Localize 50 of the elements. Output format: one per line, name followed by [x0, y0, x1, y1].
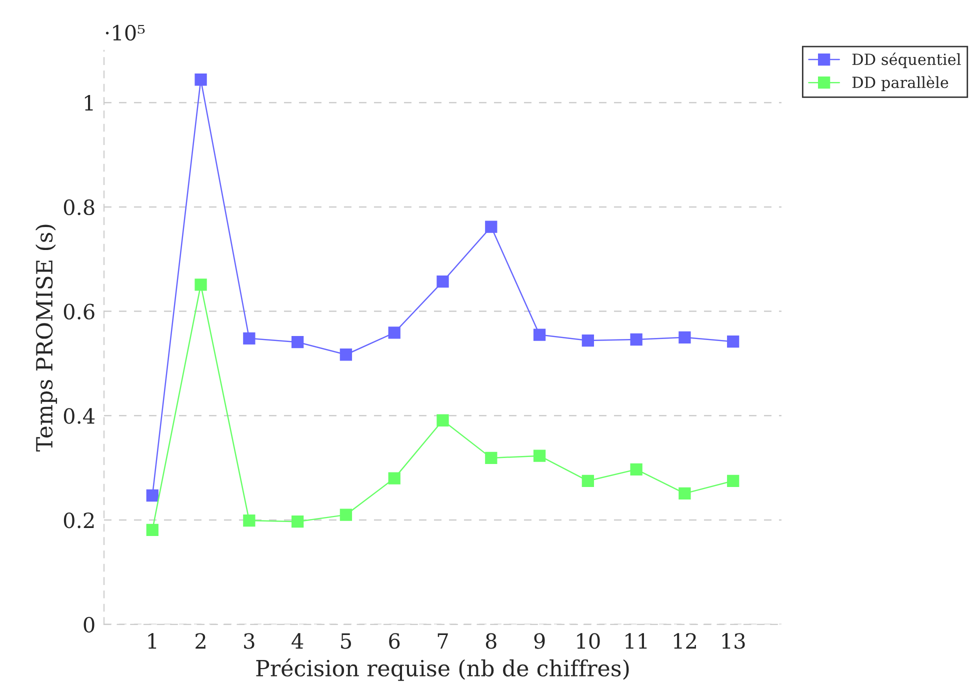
x-axis-title: Précision requise (nb de chiffres): [256, 658, 629, 681]
point: [485, 220, 498, 233]
point: [582, 474, 594, 487]
point: [340, 348, 352, 361]
x-tick-label: 10: [577, 633, 600, 649]
point: [533, 450, 546, 462]
point: [630, 463, 642, 476]
point: [291, 336, 304, 348]
point: [678, 331, 691, 344]
point: [582, 334, 594, 347]
point: [388, 472, 400, 484]
point: [291, 516, 304, 528]
x-tick-label: 8: [486, 633, 496, 649]
x-tick-label: 1: [148, 633, 156, 649]
y-tick-label: 1: [84, 95, 93, 110]
point: [678, 487, 691, 500]
x-tick-label: 4: [292, 633, 304, 649]
point: [243, 332, 256, 345]
point: [436, 275, 449, 288]
point: [533, 328, 546, 341]
y-tick-label: 0: [84, 616, 94, 633]
legend-label: DD parallèle: [852, 76, 948, 92]
point: [436, 414, 449, 426]
point: [340, 508, 352, 521]
point: [194, 278, 207, 291]
x-tick-label: 3: [244, 633, 254, 649]
point: [243, 514, 256, 527]
point: [630, 333, 642, 346]
x-tick-label: 13: [722, 633, 745, 649]
y-axis-title: Temps PROMISE (s): [35, 224, 57, 452]
y-tick-label: 0.6: [64, 304, 94, 320]
point: [146, 489, 158, 502]
y-tick-label: 0.8: [64, 199, 94, 216]
point: [194, 74, 207, 86]
point: [727, 474, 740, 487]
x-tick-label: 5: [341, 633, 351, 649]
x-tick-label: 2: [196, 633, 206, 649]
point: [388, 326, 400, 339]
x-tick-label: 9: [534, 633, 545, 649]
point: [146, 524, 158, 536]
x-tick-label: 12: [674, 633, 696, 649]
x-tick-label: 6: [389, 633, 400, 649]
x-tick-label: 11: [626, 633, 647, 649]
text: ·10⁵: [106, 24, 145, 41]
x-tick-label: 7: [438, 633, 448, 649]
legend-label: DD séquentiel: [852, 52, 961, 68]
point: [727, 336, 740, 348]
y-tick-label: 0.4: [64, 408, 95, 424]
y-tick-label: 0.2: [64, 512, 94, 528]
point: [485, 452, 498, 464]
